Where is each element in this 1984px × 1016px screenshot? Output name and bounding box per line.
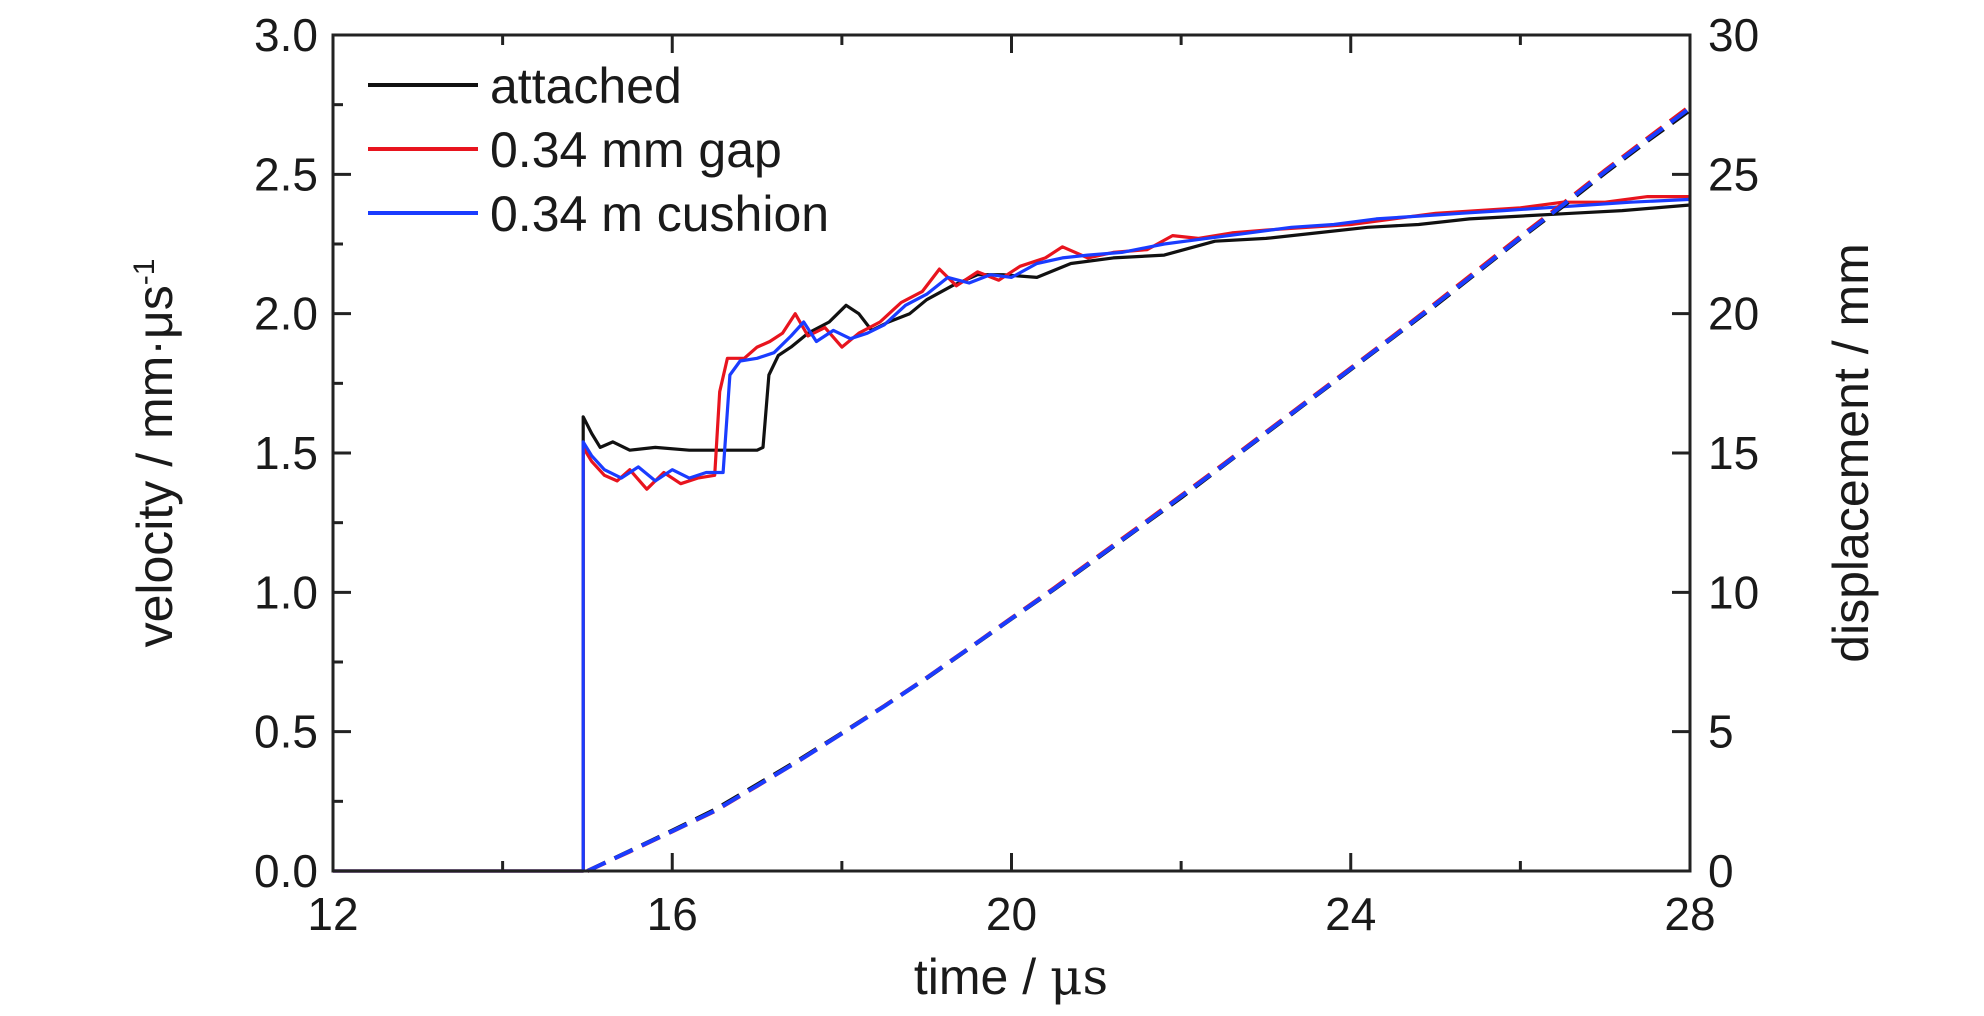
y-left-axis-label: velocity / mm·μs-1 (127, 259, 183, 648)
displacement-line-5 (586, 106, 1692, 873)
y-right-tick-label: 0 (1708, 845, 1734, 897)
y-left-tick-label: 2.5 (254, 148, 318, 200)
y-right-tick-label: 30 (1708, 9, 1759, 61)
y-left-tick-label: 0.5 (254, 706, 318, 758)
x-tick-label: 12 (307, 888, 358, 940)
x-axis-label-unit: μs (1050, 948, 1108, 1006)
y-left-tick-label: 1.0 (254, 566, 318, 618)
ticks-layer (331, 33, 1692, 873)
legend-label: attached (490, 58, 682, 114)
velocity-line-2 (333, 197, 1691, 873)
y-left-axis-label-sup: -1 (128, 259, 161, 286)
y-right-tick-label: 25 (1708, 148, 1759, 200)
y-left-tick-label: 0.0 (254, 845, 318, 897)
y-right-tick-label: 20 (1708, 288, 1759, 340)
y-right-tick-label: 15 (1708, 427, 1759, 479)
y-right-axis-label: displacement / mm (1823, 243, 1879, 663)
y-right-tick-label: 5 (1708, 706, 1734, 758)
x-tick-label: 20 (986, 888, 1037, 940)
y-right-tick-label: 10 (1708, 566, 1759, 618)
y-left-tick-label: 3.0 (254, 9, 318, 61)
legend: attached 0.34 mm gap 0.34 m cushion (368, 58, 829, 242)
x-tick-label: 16 (647, 888, 698, 940)
tick-labels: 12 16 20 24 28 0.0 0.5 1.0 1.5 2.0 2.5 3.0 0 5 10 15 20 2… (254, 9, 1759, 940)
x-axis-label-main: time / (914, 949, 1050, 1005)
x-tick-label: 28 (1664, 888, 1715, 940)
y-left-tick-label: 2.0 (254, 288, 318, 340)
x-tick-label: 24 (1325, 888, 1376, 940)
x-axis-label: time / μs (914, 948, 1108, 1006)
legend-label: 0.34 mm gap (490, 122, 782, 178)
y-left-axis-label-main: velocity / mm·μs (127, 285, 183, 647)
y-left-tick-label: 1.5 (254, 427, 318, 479)
series-layer (333, 104, 1692, 873)
legend-label: 0.34 m cushion (490, 186, 829, 242)
